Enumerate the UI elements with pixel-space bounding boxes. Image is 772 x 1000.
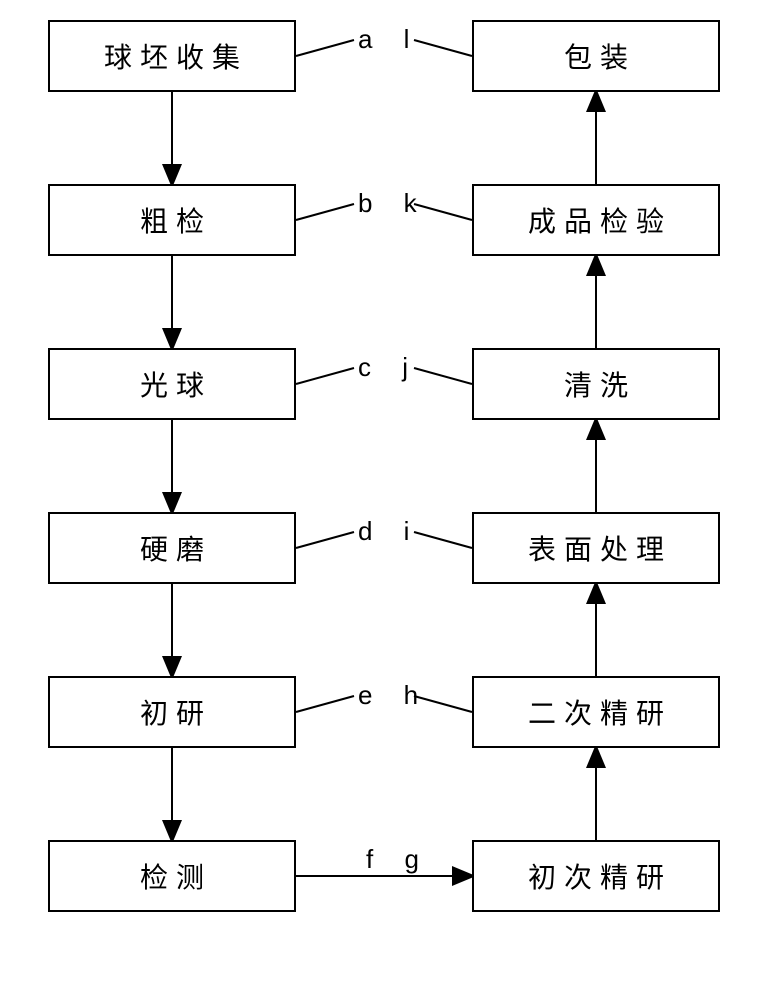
label-line-al-left [296,40,354,56]
node-label: 光球 [140,364,212,404]
node-b: 粗检 [48,184,296,256]
edge-label-di: d i [358,516,421,547]
node-j: 清洗 [472,348,720,420]
node-label: 二次精研 [528,692,672,732]
node-label: 表面处理 [528,528,672,568]
edge-label-fg: f g [366,844,431,875]
label-line-eh-left [296,696,354,712]
node-h: 二次精研 [472,676,720,748]
label-line-bk-left [296,204,354,220]
node-k: 成品检验 [472,184,720,256]
label-line-al-right [414,40,472,56]
node-label: 成品检验 [528,200,672,240]
node-f: 检测 [48,840,296,912]
edge-label-cj: c j [358,352,420,383]
label-line-cj-left [296,368,354,384]
node-label: 初次精研 [528,856,672,896]
label-line-di-left [296,532,354,548]
node-g: 初次精研 [472,840,720,912]
node-c: 光球 [48,348,296,420]
node-label: 球坯收集 [104,36,248,76]
node-d: 硬磨 [48,512,296,584]
node-a: 球坯收集 [48,20,296,92]
edge-label-eh: e h [358,680,430,711]
node-l: 包装 [472,20,720,92]
edge-label-al: a l [358,24,421,55]
node-e: 初研 [48,676,296,748]
node-label: 包装 [564,36,636,76]
label-line-di-right [414,532,472,548]
node-label: 粗检 [140,200,212,240]
node-label: 初研 [140,692,212,732]
node-label: 硬磨 [140,528,212,568]
node-label: 检测 [140,856,212,896]
edge-label-bk: b k [358,188,429,219]
label-line-cj-right [414,368,472,384]
node-label: 清洗 [564,364,636,404]
node-i: 表面处理 [472,512,720,584]
